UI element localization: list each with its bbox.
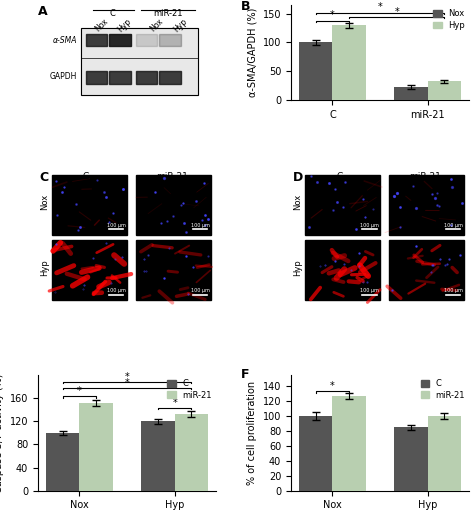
Bar	[86, 33, 108, 46]
Text: Nox: Nox	[93, 17, 110, 33]
Text: 100 μm: 100 μm	[360, 289, 379, 293]
Text: F: F	[241, 368, 250, 381]
Text: B: B	[241, 0, 251, 13]
Text: *: *	[394, 7, 399, 17]
Bar	[52, 174, 127, 235]
Bar	[136, 174, 211, 235]
Bar	[136, 33, 157, 46]
Text: *: *	[77, 386, 82, 396]
Text: C: C	[40, 171, 49, 184]
Text: miR-21: miR-21	[409, 172, 441, 181]
Text: 100 μm: 100 μm	[191, 289, 210, 293]
Y-axis label: Caspase-3/7 activity (%): Caspase-3/7 activity (%)	[0, 373, 4, 493]
Bar	[136, 72, 157, 84]
Text: 100 μm: 100 μm	[360, 223, 379, 228]
Bar	[159, 72, 181, 84]
Text: miR-21: miR-21	[155, 172, 188, 181]
Bar	[52, 240, 127, 300]
Text: A: A	[38, 5, 47, 18]
Bar	[109, 72, 131, 84]
Text: Nox: Nox	[40, 194, 49, 210]
Bar	[305, 240, 380, 300]
Text: Hyp: Hyp	[116, 17, 133, 33]
Text: *: *	[173, 398, 177, 408]
Text: miR-21: miR-21	[153, 9, 183, 18]
Text: C: C	[336, 172, 342, 181]
Text: Hyp: Hyp	[172, 17, 189, 33]
Text: GAPDH: GAPDH	[50, 72, 77, 80]
Bar	[299, 42, 332, 100]
Bar	[394, 87, 428, 100]
Text: α-SMA: α-SMA	[53, 35, 77, 45]
Text: 100 μm: 100 μm	[444, 223, 463, 228]
Bar	[86, 72, 108, 84]
Text: 100 μm: 100 μm	[107, 289, 126, 293]
Text: C: C	[110, 9, 116, 18]
Bar	[159, 33, 181, 46]
Text: 100 μm: 100 μm	[191, 223, 210, 228]
Bar	[332, 25, 366, 100]
Bar	[299, 416, 332, 491]
Bar	[428, 81, 461, 100]
Text: D: D	[293, 171, 303, 184]
Bar	[136, 240, 211, 300]
Text: *: *	[125, 372, 129, 382]
Bar	[175, 414, 208, 491]
Legend: Nox, Hyp: Nox, Hyp	[433, 9, 465, 30]
Text: C: C	[83, 172, 89, 181]
Bar	[141, 421, 175, 491]
Y-axis label: % of cell proliferation: % of cell proliferation	[247, 381, 257, 485]
Text: *: *	[330, 10, 335, 20]
Text: Hyp: Hyp	[40, 259, 49, 276]
Text: *: *	[125, 377, 129, 387]
Bar	[332, 396, 366, 491]
Text: *: *	[330, 381, 335, 391]
Bar	[394, 428, 428, 491]
Text: Nox: Nox	[148, 17, 165, 33]
Text: Hyp: Hyp	[293, 259, 302, 276]
Text: 100 μm: 100 μm	[444, 289, 463, 293]
Text: 100 μm: 100 μm	[107, 223, 126, 228]
Text: Nox: Nox	[293, 194, 302, 210]
Legend: C, miR-21: C, miR-21	[167, 379, 212, 400]
Bar	[109, 33, 131, 46]
Y-axis label: α-SMA/GAPDH (%): α-SMA/GAPDH (%)	[247, 8, 257, 97]
Legend: C, miR-21: C, miR-21	[420, 379, 465, 400]
Bar	[46, 433, 79, 491]
Text: *: *	[378, 3, 383, 13]
Bar	[81, 28, 198, 95]
Bar	[389, 174, 464, 235]
Bar	[79, 403, 113, 491]
Bar	[305, 174, 380, 235]
Bar	[81, 28, 198, 95]
Bar	[389, 240, 464, 300]
Bar	[428, 416, 461, 491]
